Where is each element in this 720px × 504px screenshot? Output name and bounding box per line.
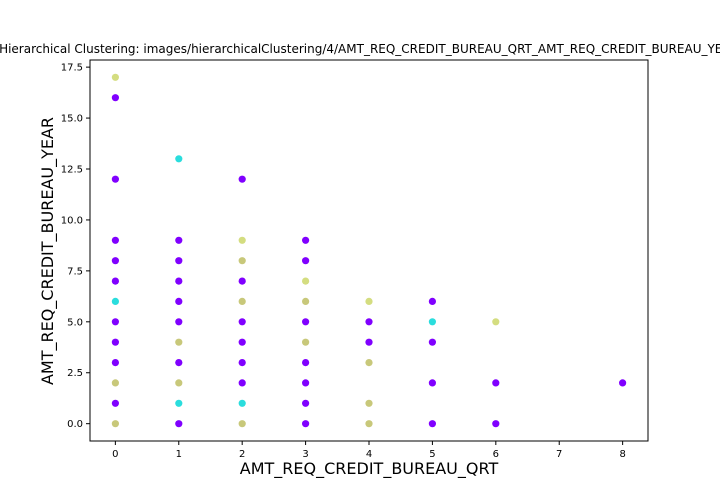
x-axis-ticks: 0 1 2 3 4 5 6 7 8 — [112, 441, 626, 460]
data-point — [111, 338, 119, 346]
data-point — [238, 399, 246, 407]
y-axis-label: AMT_REQ_CREDIT_BUREAU_YEAR — [38, 117, 58, 385]
data-point — [111, 236, 119, 244]
y-axis-ticks: 0.0 2.5 5.0 7.5 10.0 12.5 15.0 17.5 — [61, 63, 90, 430]
data-point — [619, 379, 627, 387]
x-tick-label: 3 — [302, 449, 308, 460]
data-point — [492, 379, 500, 387]
data-point — [111, 257, 119, 265]
data-point — [175, 379, 183, 387]
data-point — [175, 420, 183, 428]
data-point — [175, 155, 183, 163]
data-point — [365, 359, 373, 367]
data-point — [302, 338, 310, 346]
y-tick-label: 12.5 — [61, 165, 83, 176]
data-point — [365, 399, 373, 407]
data-point — [302, 379, 310, 387]
data-point — [238, 257, 246, 265]
data-point — [238, 420, 246, 428]
data-point — [111, 318, 119, 326]
data-point — [111, 94, 119, 102]
x-tick-label: 0 — [112, 449, 118, 460]
data-point — [365, 420, 373, 428]
y-tick-label: 7.5 — [67, 266, 83, 277]
data-point — [238, 359, 246, 367]
data-point — [302, 399, 310, 407]
data-point — [492, 420, 500, 428]
data-point — [428, 379, 436, 387]
data-point — [175, 338, 183, 346]
data-point — [302, 236, 310, 244]
points-layer — [111, 73, 627, 428]
data-point — [175, 359, 183, 367]
data-point — [175, 297, 183, 305]
data-point — [238, 236, 246, 244]
y-tick-label: 0.0 — [67, 419, 83, 430]
data-point — [111, 175, 119, 183]
data-point — [238, 297, 246, 305]
data-point — [302, 420, 310, 428]
data-point — [428, 318, 436, 326]
y-tick-label: 2.5 — [67, 368, 83, 379]
y-tick-label: 15.0 — [61, 114, 83, 125]
x-tick-label: 2 — [239, 449, 245, 460]
x-tick-label: 6 — [493, 449, 499, 460]
data-point — [175, 257, 183, 265]
data-point — [302, 257, 310, 265]
data-point — [238, 379, 246, 387]
x-tick-label: 1 — [176, 449, 182, 460]
x-tick-label: 5 — [429, 449, 435, 460]
x-axis-label: AMT_REQ_CREDIT_BUREAU_QRT — [240, 459, 499, 479]
data-point — [238, 338, 246, 346]
data-point — [365, 318, 373, 326]
data-point — [302, 359, 310, 367]
data-point — [302, 277, 310, 285]
data-point — [111, 359, 119, 367]
data-point — [175, 236, 183, 244]
data-point — [302, 297, 310, 305]
data-point — [111, 73, 119, 81]
data-point — [302, 318, 310, 326]
x-tick-label: 4 — [366, 449, 372, 460]
y-tick-label: 10.0 — [61, 215, 83, 226]
data-point — [428, 297, 436, 305]
data-point — [238, 318, 246, 326]
data-point — [428, 338, 436, 346]
y-tick-label: 17.5 — [61, 63, 83, 74]
x-tick-label: 8 — [619, 449, 625, 460]
data-point — [111, 379, 119, 387]
data-point — [175, 277, 183, 285]
plot-frame — [89, 59, 649, 442]
y-tick-label: 5.0 — [67, 317, 83, 328]
data-point — [111, 297, 119, 305]
data-point — [428, 420, 436, 428]
data-point — [111, 420, 119, 428]
data-point — [175, 318, 183, 326]
x-tick-label: 7 — [556, 449, 562, 460]
data-point — [365, 297, 373, 305]
data-point — [175, 399, 183, 407]
data-point — [492, 318, 500, 326]
data-point — [238, 175, 246, 183]
data-point — [238, 277, 246, 285]
data-point — [111, 277, 119, 285]
data-point — [365, 338, 373, 346]
data-point — [111, 399, 119, 407]
chart-title: Hierarchical Clustering: images/hierarch… — [0, 42, 720, 56]
